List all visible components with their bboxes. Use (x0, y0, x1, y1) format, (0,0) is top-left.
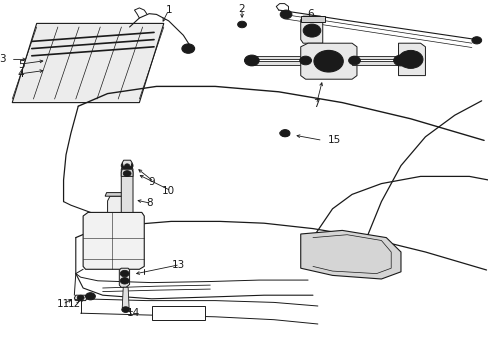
Polygon shape (249, 61, 307, 65)
Circle shape (393, 55, 407, 66)
Polygon shape (300, 16, 322, 43)
Circle shape (123, 171, 131, 176)
Polygon shape (300, 230, 400, 279)
Polygon shape (74, 295, 87, 301)
Text: 5: 5 (18, 60, 24, 70)
Polygon shape (107, 196, 124, 212)
Text: 7: 7 (312, 99, 319, 109)
Circle shape (303, 24, 320, 37)
Polygon shape (122, 287, 129, 308)
Circle shape (124, 164, 129, 167)
Circle shape (280, 10, 291, 19)
Polygon shape (300, 16, 325, 22)
Text: 13: 13 (171, 260, 185, 270)
Circle shape (244, 55, 259, 66)
Circle shape (306, 27, 316, 34)
Polygon shape (398, 43, 425, 76)
Circle shape (397, 58, 404, 63)
Circle shape (182, 44, 194, 53)
Text: 12: 12 (68, 299, 81, 309)
Circle shape (122, 307, 129, 312)
Circle shape (303, 59, 307, 62)
Polygon shape (122, 160, 132, 166)
Polygon shape (300, 43, 356, 79)
Text: 14: 14 (126, 308, 140, 318)
Circle shape (280, 130, 289, 137)
Polygon shape (12, 23, 163, 103)
Circle shape (398, 50, 422, 68)
Circle shape (404, 55, 416, 64)
Text: 10: 10 (162, 186, 175, 196)
Polygon shape (249, 56, 307, 59)
Text: 6: 6 (306, 9, 313, 19)
Circle shape (120, 278, 129, 284)
Polygon shape (351, 61, 400, 65)
Circle shape (248, 58, 255, 63)
Circle shape (77, 295, 84, 300)
Circle shape (321, 56, 335, 67)
Circle shape (85, 293, 95, 300)
Polygon shape (151, 306, 205, 320)
Circle shape (471, 37, 481, 44)
Text: 9: 9 (148, 177, 155, 187)
Text: 2: 2 (238, 4, 245, 14)
Polygon shape (121, 169, 133, 176)
Polygon shape (105, 193, 127, 196)
Circle shape (240, 23, 243, 26)
Text: 11: 11 (57, 299, 70, 309)
Circle shape (299, 56, 311, 65)
Circle shape (121, 161, 133, 170)
Text: 4: 4 (18, 69, 24, 79)
Circle shape (313, 50, 343, 72)
Circle shape (237, 21, 246, 28)
Text: 3: 3 (0, 54, 6, 64)
Circle shape (120, 270, 129, 277)
Text: 15: 15 (326, 135, 340, 145)
Polygon shape (351, 56, 400, 59)
Polygon shape (119, 268, 129, 287)
Circle shape (348, 56, 360, 65)
Circle shape (474, 39, 478, 42)
Text: 1: 1 (165, 5, 172, 15)
Text: 8: 8 (145, 198, 152, 208)
Polygon shape (121, 167, 133, 212)
Circle shape (185, 46, 191, 51)
Polygon shape (83, 212, 144, 269)
